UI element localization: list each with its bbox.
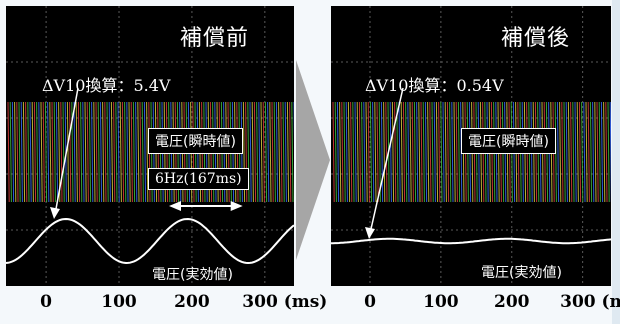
- before-period-label: 6Hz(167ms): [148, 168, 249, 190]
- after-annotation-pointer: [370, 87, 404, 230]
- before-x-axis-ticks: 0 100 200 300 (ms): [6, 292, 327, 316]
- before-compensation-panel: 補償前 ΔV10換算：5.4V 電圧(瞬時値) 6Hz(167ms) 電圧(実効…: [6, 6, 294, 286]
- before-annotation-arrowhead: [50, 207, 60, 219]
- after-x-axis-ticks: 0 100 200 300 (ms): [331, 292, 620, 316]
- before-x-tick-label: 200: [174, 292, 210, 312]
- before-rms-voltage-curve: [6, 217, 294, 265]
- after-annotation-arrowhead: [365, 227, 375, 239]
- after-title: 補償後: [501, 26, 571, 51]
- before-title: 補償前: [180, 26, 250, 51]
- after-chart-svg: [331, 6, 611, 286]
- after-x-tick-label: 300 (ms): [560, 292, 620, 312]
- after-instantaneous-voltage-label: 電圧(瞬時値): [461, 128, 556, 154]
- chevron-arrow-icon: [296, 60, 330, 260]
- page-edge-strip: [612, 0, 620, 324]
- before-period-arrowhead-right: [230, 201, 243, 211]
- before-rms-voltage-label: 電圧(実効値): [152, 267, 233, 283]
- before-period-arrowhead-left: [169, 201, 182, 211]
- before-x-tick-label: 100: [101, 292, 137, 312]
- after-compensation-panel: 補償後 ΔV10換算：0.54V 電圧(瞬時値) 電圧(実効値): [331, 6, 611, 286]
- before-annotation-pointer: [55, 87, 79, 210]
- after-x-tick-label: 100: [423, 292, 459, 312]
- after-rms-voltage-curve: [331, 237, 611, 245]
- before-x-tick-label: 0: [40, 292, 53, 312]
- before-delta-v10-annotation: ΔV10換算：5.4V: [42, 76, 171, 95]
- after-delta-v10-annotation: ΔV10換算：0.54V: [365, 76, 504, 95]
- after-x-tick-label: 200: [494, 292, 530, 312]
- before-x-tick-label: 300 (ms): [242, 292, 328, 312]
- before-instantaneous-voltage-label: 電圧(瞬時値): [148, 128, 243, 154]
- after-x-tick-label: 0: [364, 292, 376, 312]
- after-rms-voltage-label: 電圧(実効値): [481, 265, 562, 281]
